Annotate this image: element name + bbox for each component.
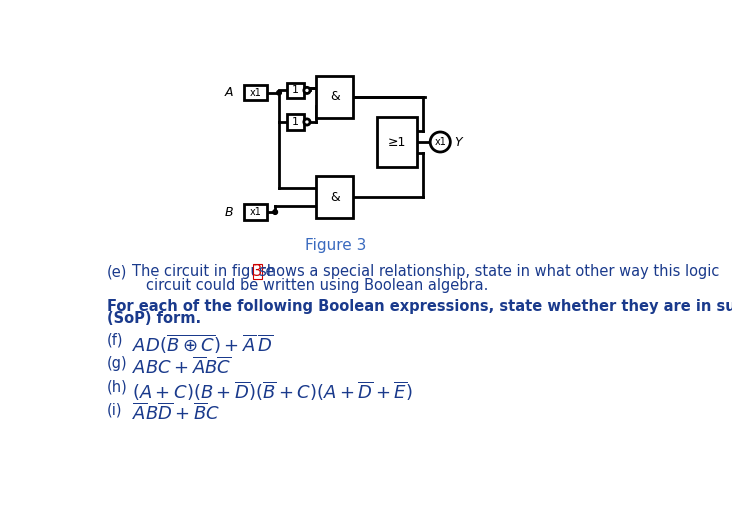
Text: (SoP) form.: (SoP) form. [107, 311, 201, 327]
Text: x1: x1 [250, 88, 262, 98]
Bar [316, 176, 354, 218]
Text: 3: 3 [253, 264, 262, 280]
Circle shape [277, 90, 281, 95]
Text: &: & [330, 190, 340, 203]
Text: $(A+C)(B+\overline{D})(\overline{B}+C)(A+\overline{D}+\overline{E})$: $(A+C)(B+\overline{D})(\overline{B}+C)(A… [132, 379, 412, 402]
Text: x1: x1 [434, 137, 447, 147]
Bar [287, 114, 304, 130]
Text: x1: x1 [250, 207, 262, 217]
Text: (i): (i) [107, 402, 122, 417]
Text: 1: 1 [292, 117, 299, 127]
Text: 1: 1 [292, 86, 299, 95]
Text: $\overline{A}B\overline{D} + \overline{B}C$: $\overline{A}B\overline{D} + \overline{B… [132, 402, 220, 424]
Text: Figure 3: Figure 3 [305, 238, 366, 253]
Text: Y: Y [454, 136, 462, 149]
Text: (f): (f) [107, 333, 124, 348]
Bar [377, 117, 417, 167]
Text: ≥1: ≥1 [388, 136, 406, 149]
Text: For each of the following Boolean expressions, state whether they are in sum-of-: For each of the following Boolean expres… [107, 299, 732, 314]
Text: (h): (h) [107, 379, 128, 394]
Text: (e): (e) [107, 264, 127, 280]
Text: (g): (g) [107, 356, 127, 371]
Bar [287, 83, 304, 98]
Circle shape [430, 132, 450, 152]
Text: $ABC + \overline{A}B\overline{C}$: $ABC + \overline{A}B\overline{C}$ [132, 356, 231, 378]
Text: A: A [225, 86, 234, 99]
Circle shape [273, 210, 277, 214]
Bar [244, 204, 267, 220]
Circle shape [304, 87, 310, 93]
Text: shows a special relationship, state in what other way this logic: shows a special relationship, state in w… [259, 264, 720, 280]
Text: circuit could be written using Boolean algebra.: circuit could be written using Boolean a… [146, 278, 488, 293]
Bar [316, 76, 354, 118]
Text: &: & [330, 90, 340, 103]
Text: $AD(\overline{B \oplus C}) + \overline{A}\,\overline{D}$: $AD(\overline{B \oplus C}) + \overline{A… [132, 333, 273, 357]
Text: B: B [225, 205, 234, 219]
Bar [244, 85, 267, 101]
Circle shape [304, 119, 310, 125]
Text: The circuit in figure: The circuit in figure [132, 264, 279, 280]
